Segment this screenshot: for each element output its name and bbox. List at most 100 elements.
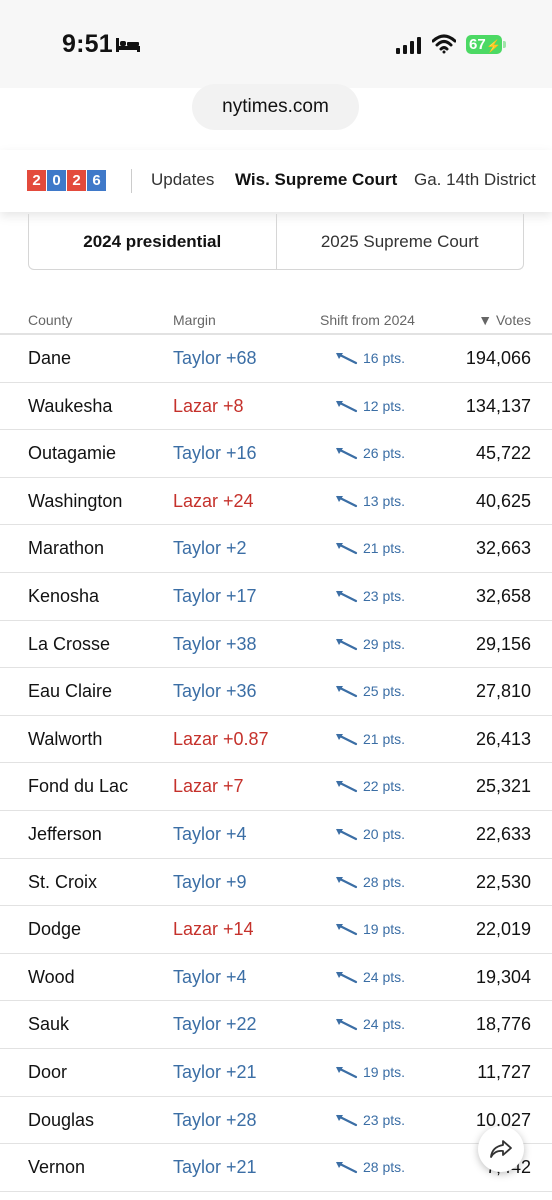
votes-value: 27,810 bbox=[475, 681, 531, 702]
margin-value: Taylor +4 bbox=[173, 823, 247, 844]
arrow-up-left-icon bbox=[336, 1161, 358, 1174]
logo-digit: 2 bbox=[27, 170, 46, 191]
county-name: Eau Claire bbox=[28, 681, 113, 702]
margin-value: Taylor +38 bbox=[173, 633, 257, 654]
margin-value: Taylor +17 bbox=[173, 585, 257, 606]
margin-value: Lazar +0.87 bbox=[173, 728, 269, 749]
votes-value: 22,633 bbox=[475, 823, 531, 844]
county-name: Walworth bbox=[28, 728, 103, 749]
top-nav: 2 0 2 6 Updates Wis. Supreme Court Ga. 1… bbox=[0, 150, 552, 212]
shift-value: 29 pts. bbox=[334, 636, 405, 652]
shift-label: 20 pts. bbox=[363, 825, 406, 842]
votes-value: 18,776 bbox=[475, 1014, 531, 1035]
votes-value: 11,727 bbox=[477, 1061, 531, 1082]
margin-value: Lazar +14 bbox=[173, 919, 254, 940]
shift-label: 23 pts. bbox=[363, 587, 406, 604]
table-row: Wood Taylor +4 24 pts. 19,304 bbox=[0, 954, 552, 1002]
table-header: County Margin Shift from 2024 ▼ Votes bbox=[0, 304, 552, 335]
margin-value: Taylor +2 bbox=[173, 538, 247, 559]
margin-value: Lazar +7 bbox=[173, 776, 244, 797]
shift-value: 19 pts. bbox=[334, 1064, 405, 1080]
header-margin[interactable]: Margin bbox=[173, 312, 216, 328]
table-row: Dane Taylor +68 16 pts. 194,066 bbox=[0, 335, 552, 383]
toggle-2025-supreme-court[interactable]: 2025 Supreme Court bbox=[320, 231, 479, 251]
shift-label: 16 pts. bbox=[363, 350, 406, 366]
header-votes[interactable]: ▼ Votes bbox=[478, 312, 531, 328]
shift-value: 12 pts. bbox=[334, 398, 405, 414]
shift-label: 28 pts. bbox=[363, 1159, 406, 1176]
table-row: Waukesha Lazar +8 12 pts. 134,137 bbox=[0, 383, 552, 431]
shift-label: 19 pts. bbox=[363, 1063, 406, 1080]
shift-value: 25 pts. bbox=[334, 683, 405, 699]
shift-label: 24 pts. bbox=[363, 968, 406, 985]
arrow-up-left-icon bbox=[336, 876, 358, 888]
share-button[interactable] bbox=[478, 1126, 524, 1172]
charging-bolt-icon: ⚡ bbox=[486, 39, 501, 53]
margin-value: Taylor +9 bbox=[173, 871, 247, 892]
status-time: 9:51 bbox=[62, 30, 113, 58]
votes-value: 10,027 bbox=[475, 1109, 531, 1130]
shift-value: 28 pts. bbox=[334, 874, 405, 890]
table-row: Marathon Taylor +2 21 pts. 32,663 bbox=[0, 525, 552, 573]
shift-value: 19 pts. bbox=[334, 921, 405, 937]
county-name: St. Croix bbox=[28, 871, 98, 892]
table-row: Door Taylor +21 19 pts. 11,727 bbox=[0, 1049, 552, 1097]
margin-value: Taylor +68 bbox=[173, 348, 257, 368]
header-shift[interactable]: Shift from 2024 bbox=[320, 312, 415, 328]
shift-value: 24 pts. bbox=[334, 1016, 405, 1032]
table-row: Jefferson Taylor +4 20 pts. 22,633 bbox=[0, 811, 552, 859]
table-row: Eau Claire Taylor +36 25 pts. 27,810 bbox=[0, 668, 552, 716]
table-row: Walworth Lazar +0.87 21 pts. 26,413 bbox=[0, 716, 552, 764]
shift-label: 28 pts. bbox=[363, 873, 406, 890]
arrow-up-left-icon bbox=[336, 638, 358, 650]
table-row: Sauk Taylor +22 24 pts. 18,776 bbox=[0, 1001, 552, 1049]
margin-value: Taylor +21 bbox=[173, 1157, 257, 1178]
table-body: Dane Taylor +68 16 pts. 194,066 Waukesha Laza… bbox=[0, 335, 552, 1192]
status-bar: 9:51 67 ⚡ bbox=[0, 0, 552, 88]
nav-item-wis-supreme-court[interactable]: Wis. Supreme Court bbox=[235, 170, 398, 189]
county-name: Washington bbox=[28, 490, 123, 511]
table-row: St. Croix Taylor +9 28 pts. 22,530 bbox=[0, 859, 552, 907]
table-row: Washington Lazar +24 13 pts. 40,625 bbox=[0, 478, 552, 526]
nav-item-updates[interactable]: Updates bbox=[151, 170, 215, 189]
arrow-up-left-icon bbox=[336, 1019, 358, 1031]
county-name: La Crosse bbox=[28, 633, 111, 654]
shift-label: 23 pts. bbox=[363, 1111, 406, 1128]
county-name: Fond du Lac bbox=[28, 776, 129, 797]
county-name: Dane bbox=[28, 348, 72, 368]
margin-value: Taylor +21 bbox=[173, 1061, 257, 1082]
logo-digit: 6 bbox=[87, 170, 106, 191]
shift-label: 13 pts. bbox=[363, 492, 406, 509]
election-2026-logo[interactable]: 2 0 2 6 bbox=[27, 170, 107, 191]
votes-value: 25,321 bbox=[475, 776, 531, 797]
county-name: Vernon bbox=[28, 1157, 86, 1178]
battery-cap bbox=[503, 41, 506, 48]
nav-divider bbox=[131, 169, 132, 193]
county-name: Sauk bbox=[28, 1014, 70, 1035]
shift-value: 23 pts. bbox=[334, 588, 405, 604]
table-row: Fond du Lac Lazar +7 22 pts. 25,321 bbox=[0, 763, 552, 811]
header-county[interactable]: County bbox=[28, 312, 73, 328]
arrow-up-left-icon bbox=[336, 1114, 358, 1126]
nav-item-ga-14th-district[interactable]: Ga. 14th District bbox=[414, 170, 536, 189]
logo-digit: 0 bbox=[47, 170, 66, 191]
county-name: Douglas bbox=[28, 1109, 95, 1130]
url-bar[interactable]: nytimes.com bbox=[192, 84, 359, 130]
shift-label: 24 pts. bbox=[363, 1016, 406, 1033]
shift-value: 23 pts. bbox=[334, 1112, 405, 1128]
shift-label: 21 pts. bbox=[363, 540, 406, 557]
votes-value: 19,304 bbox=[475, 966, 531, 987]
margin-value: Taylor +22 bbox=[173, 1014, 257, 1035]
arrow-up-left-icon bbox=[336, 781, 358, 793]
votes-value: 134,137 bbox=[465, 395, 531, 416]
election-toggle: 2024 presidential 2025 Supreme Court bbox=[28, 214, 524, 270]
shift-value: 13 pts. bbox=[334, 493, 405, 509]
arrow-up-left-icon bbox=[336, 828, 358, 841]
logo-digit: 2 bbox=[67, 170, 86, 191]
margin-value: Taylor +36 bbox=[173, 681, 257, 702]
margin-value: Lazar +8 bbox=[173, 395, 244, 416]
votes-value: 40,625 bbox=[475, 490, 531, 511]
toggle-2024-presidential[interactable]: 2024 presidential bbox=[29, 214, 277, 269]
cellular-signal-icon bbox=[396, 37, 421, 54]
arrow-up-left-icon bbox=[336, 1066, 358, 1079]
